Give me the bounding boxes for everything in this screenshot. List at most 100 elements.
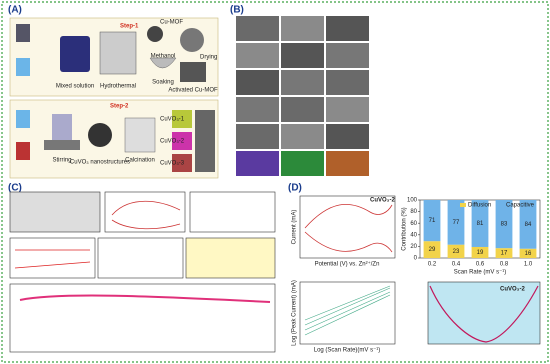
sem-image	[326, 97, 369, 122]
value-label: 81	[477, 221, 484, 227]
value-label: 17	[501, 251, 508, 257]
step-label: Step-2	[110, 104, 129, 110]
y-tick-label: 40	[410, 232, 417, 238]
value-label: 84	[525, 222, 532, 228]
sem-image	[326, 70, 369, 95]
sem-image	[326, 43, 369, 68]
bar-segment	[471, 200, 489, 247]
beaker	[52, 114, 72, 140]
plot-frame	[9, 237, 96, 279]
caption: Hydrothermal	[100, 84, 136, 90]
value-label: 23	[453, 249, 460, 255]
sem-image	[236, 97, 279, 122]
beaker	[16, 24, 30, 42]
panel-label: (A)	[8, 5, 22, 16]
legend-label: Diffusion	[468, 203, 491, 209]
caption: Mixed solution	[56, 84, 94, 90]
sem-image	[180, 62, 206, 82]
caption: Calcination	[125, 158, 155, 164]
x-tick-label: 0.4	[452, 262, 461, 268]
bar-segment	[495, 248, 513, 258]
plot-frame	[104, 191, 186, 233]
product-label: CuVO₃-2	[160, 139, 185, 145]
bar-segment	[447, 244, 465, 258]
autoclave	[99, 31, 137, 75]
y-tick-label: 60	[410, 221, 417, 227]
product-image	[172, 110, 192, 128]
sem-image	[281, 43, 324, 68]
bar-segment	[423, 241, 441, 258]
bar-segment	[447, 200, 465, 245]
beaker	[16, 110, 30, 128]
product-image	[172, 132, 192, 150]
plot-frame	[299, 281, 396, 345]
axis-label: Scan Rate (mV s⁻¹)	[454, 270, 507, 276]
legend-swatch	[498, 203, 504, 207]
beaker	[16, 142, 30, 160]
y-tick-label: 80	[410, 209, 417, 215]
y-tick-label: 100	[407, 198, 418, 204]
sem-image	[236, 70, 279, 95]
caption: CuVO₃ nanostructures	[70, 160, 130, 166]
caption: Methanol	[151, 54, 176, 60]
plot-frame	[189, 191, 276, 233]
gcd-curve	[429, 285, 539, 343]
beaker	[16, 58, 30, 76]
beaker	[60, 36, 90, 72]
curve	[19, 294, 271, 303]
caption: Drying	[200, 55, 217, 61]
furnace	[124, 117, 156, 153]
value-label: 71	[429, 218, 436, 224]
value-label: 83	[501, 222, 508, 228]
plot-frame	[185, 237, 276, 279]
sem-image	[281, 16, 324, 41]
y-tick-label: 20	[410, 244, 417, 250]
step-label: Step-1	[120, 24, 139, 30]
plot-title: CuVO₃-2	[500, 287, 525, 293]
panel-c-plots	[9, 191, 276, 353]
sem-image	[326, 16, 369, 41]
legend-label: Capacitive	[506, 203, 535, 209]
sem-image	[236, 43, 279, 68]
bar-segment	[519, 200, 537, 249]
contribution-chart: 0 20 40 60 80 100 Scan Rate (mV s⁻¹) Contributi…	[402, 198, 541, 276]
bar-segment	[471, 246, 489, 258]
value-label: 19	[477, 250, 484, 256]
x-tick-label: 1.0	[524, 262, 533, 268]
curve	[111, 200, 181, 230]
caption: Stirring	[52, 158, 71, 164]
sem-image	[236, 16, 279, 41]
plot-frame	[299, 195, 396, 259]
product-image	[172, 154, 192, 172]
axis-label: Potential (V) vs. Zn²⁺/Zn	[315, 261, 380, 268]
sem-image	[281, 124, 324, 149]
plot-frame	[9, 283, 276, 353]
value-label: 16	[525, 251, 532, 257]
bar-segment	[423, 200, 441, 242]
product-label: CuVO₃-3	[160, 161, 185, 167]
sem-image	[281, 70, 324, 95]
x-tick-label: 0.2	[428, 262, 437, 268]
sem-image	[195, 110, 215, 172]
plot-frame	[97, 237, 184, 279]
x-tick-label: 0.6	[476, 262, 485, 268]
bar-segment	[519, 248, 537, 258]
value-label: 29	[429, 247, 436, 253]
stirrer	[44, 140, 80, 150]
panel-label: (D)	[288, 183, 302, 194]
panel-label: (C)	[8, 183, 22, 194]
sem-image	[281, 97, 324, 122]
product-label: CuVO₃-1	[160, 117, 185, 123]
legend-swatch	[460, 203, 466, 207]
panel-label: (B)	[230, 5, 244, 16]
mof-icon	[147, 26, 163, 42]
caption: Soaking	[152, 80, 174, 86]
sem-grid	[236, 16, 369, 176]
x-tick-label: 0.8	[500, 262, 509, 268]
y-tick-label: 0	[414, 256, 418, 262]
particle	[180, 28, 204, 52]
fit-lines	[304, 285, 391, 336]
axis-label: Log (Scan Rate)(mV s⁻¹)	[314, 348, 381, 354]
